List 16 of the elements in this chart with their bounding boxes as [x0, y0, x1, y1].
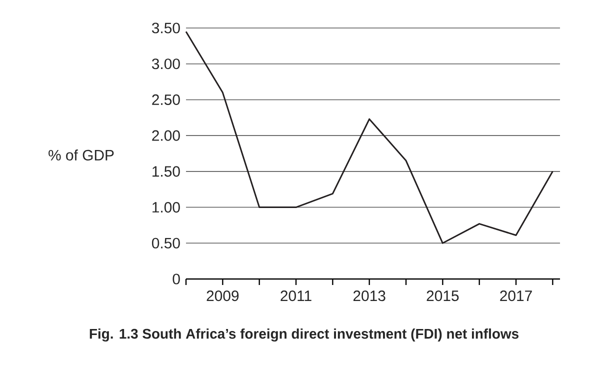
y-axis-title: % of GDP: [48, 150, 114, 160]
x-tick-label: 2017: [500, 290, 532, 302]
x-tick-label: 2015: [426, 290, 459, 302]
y-tick-label: 1.50: [152, 166, 180, 177]
y-tick-label: 3.00: [152, 58, 180, 70]
y-tick-label: 2.50: [152, 94, 180, 105]
y-tick-label: 0.50: [152, 238, 180, 248]
y-tick-label: 3.50: [152, 22, 180, 34]
y-tick-label: 1.00: [152, 202, 180, 213]
x-tick-label: 2011: [280, 290, 312, 302]
x-tick-label: 2009: [206, 290, 239, 302]
line-series: [185, 30, 554, 244]
y-tick-label: 0: [172, 274, 180, 284]
x-tick-label: 2013: [353, 290, 386, 302]
y-tick-label: 2.00: [152, 130, 180, 141]
text: Fig. 1.3 South Africa’s foreign direct investment (FDI) net inflows: [90, 328, 518, 342]
